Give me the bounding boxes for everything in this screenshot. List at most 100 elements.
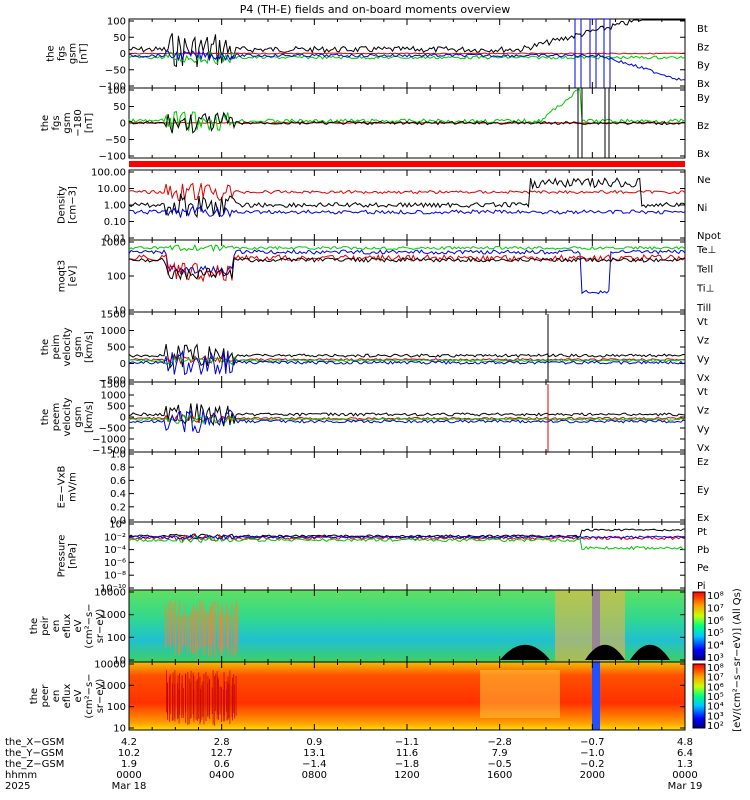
legend-Pb: Pb [697, 545, 709, 556]
colorbar-tick-label: 10³ [707, 711, 724, 722]
trace-Npot [128, 205, 686, 218]
ephemeris-value: 10.2 [118, 748, 140, 759]
y-tick-label: −50 [105, 135, 126, 146]
y-tick-label: 0 [120, 119, 126, 130]
legend-Vz: Vz [697, 336, 709, 347]
trace-Ne [128, 182, 686, 202]
legend-Till: Till [696, 303, 711, 314]
y-axis-label-line: [km/s] [84, 401, 95, 433]
y-axis-label-line: sr−eV) [95, 609, 106, 644]
ephemeris-value: −0.2 [580, 759, 604, 770]
y-axis-label-line: [nPa] [68, 543, 79, 569]
y-axis-label-line: peer [40, 684, 51, 708]
y-tick-label: −500 [99, 376, 126, 387]
colorbar-tick-label: 10⁶ [707, 616, 724, 627]
trace-Bz [128, 52, 686, 55]
panel-frame-p5 [128, 311, 686, 383]
legend-Ex: Ex [697, 513, 709, 524]
y-tick-label: 10.00 [97, 184, 126, 195]
y-axis-label-line: [km/s] [84, 331, 95, 363]
y-axis-label: thefgsgsm[nT] [46, 43, 90, 64]
y-axis-label-line: the [29, 618, 40, 634]
y-tick-label: −1000 [92, 435, 126, 446]
y-tick-label: 10⁻⁶ [104, 558, 126, 569]
y-axis-label-line: gsm [73, 336, 84, 357]
y-axis-label-line: the [29, 688, 40, 704]
ephemeris-value: 1200 [394, 770, 419, 781]
y-tick-label: −50 [105, 65, 126, 76]
panel-frame-p8 [128, 521, 686, 591]
y-axis-label-line: (cm²−s− [84, 673, 95, 718]
legend-Vx: Vx [697, 443, 710, 454]
trace-Bx-spike [577, 87, 583, 159]
y-axis-label-line: peim [51, 334, 62, 359]
y-tick-label: 1000 [101, 326, 126, 337]
y-tick-label: 0 [120, 359, 126, 370]
y-axis-label: thepeirenefluxeV(cm²−s−sr−eV) [29, 603, 106, 648]
colorbar-tick-label: 10⁷ [707, 603, 724, 614]
ephemeris-value: 13.1 [303, 748, 325, 759]
ephemeris-value: −0.5 [488, 759, 512, 770]
y-axis-label-line: [eV] [68, 266, 79, 287]
y-tick-label: 0.2 [110, 502, 126, 513]
y-axis-label-line: [nT] [84, 113, 95, 133]
legend-Te⊥: Te⊥ [696, 245, 716, 256]
ephemeris-value: −2.8 [488, 737, 512, 748]
legend-Vt: Vt [697, 387, 708, 398]
legend-Ne: Ne [697, 175, 711, 186]
y-tick-label: 1.0 [110, 450, 126, 461]
trace-Bx-spike [604, 87, 610, 159]
y-tick-label: 0.0 [110, 516, 126, 527]
y-axis-label: Pressure[nPa] [57, 535, 79, 578]
y-tick-label: 100 [107, 17, 126, 28]
y-tick-label: 10⁰ [109, 520, 126, 531]
y-axis-label: moqt3[eV] [57, 260, 79, 293]
colorbar-tick-label: 10⁷ [707, 673, 724, 684]
spectrogram-event [592, 662, 600, 730]
y-tick-label: 50 [113, 102, 126, 113]
legend-Bx: Bx [697, 79, 710, 90]
y-tick-label: 0.01 [104, 234, 126, 245]
legend-Vt: Vt [697, 317, 708, 328]
legend-Ez: Ez [697, 457, 709, 468]
colorbar-tick-label: 10⁴ [707, 702, 724, 713]
y-tick-label: 1500 [101, 310, 126, 321]
y-axis-label-line: Density [57, 186, 68, 224]
spectrogram-blob [585, 644, 625, 660]
y-axis-label-line: moqt3 [57, 260, 68, 293]
ephemeris-row-label: the_Z−GSM [5, 759, 64, 770]
y-axis-label-line: fgs [51, 115, 62, 130]
ephemeris-value: 0000 [672, 770, 697, 781]
legend-Pe: Pe [697, 563, 709, 574]
chart-title: P4 (TH-E) fields and on-board moments ov… [240, 3, 511, 16]
y-tick-label: 10 [113, 724, 126, 735]
trace-Ni [128, 177, 686, 219]
trace-By [128, 50, 686, 65]
legend-Pt: Pt [697, 527, 707, 538]
ephemeris-value: 11.6 [396, 748, 418, 759]
legend-Vx: Vx [697, 373, 710, 384]
ephemeris-value: 12.7 [211, 748, 233, 759]
trace-Vt [128, 343, 686, 369]
ephemeris-value: 4.2 [121, 737, 137, 748]
ephemeris-value: Mar 18 [112, 781, 147, 792]
ephemeris-row-label: hhmm [5, 770, 37, 781]
trace-Bx [128, 111, 686, 134]
trace-Pi [128, 534, 686, 540]
ephemeris-value: −0.7 [580, 737, 604, 748]
legend-Tell: Tell [696, 264, 713, 275]
ephemeris-value: 7.9 [492, 748, 508, 759]
ephemeris-value: 4.8 [677, 737, 693, 748]
trace-Vz [128, 354, 686, 365]
y-axis-label: thepeimvelocitygsm[km/s] [40, 327, 95, 366]
panel-frame-p7 [128, 451, 686, 523]
y-tick-label: 10 [113, 306, 126, 317]
y-axis-label-line: eflux [62, 684, 73, 709]
legend-Vy: Vy [697, 354, 710, 365]
y-axis-label-line: sr−eV) [95, 679, 106, 714]
spectrogram-blob [500, 644, 550, 660]
ephemeris-value: 0800 [302, 770, 327, 781]
y-tick-label: 0.6 [110, 476, 126, 487]
spectrogram-blob [630, 644, 670, 660]
